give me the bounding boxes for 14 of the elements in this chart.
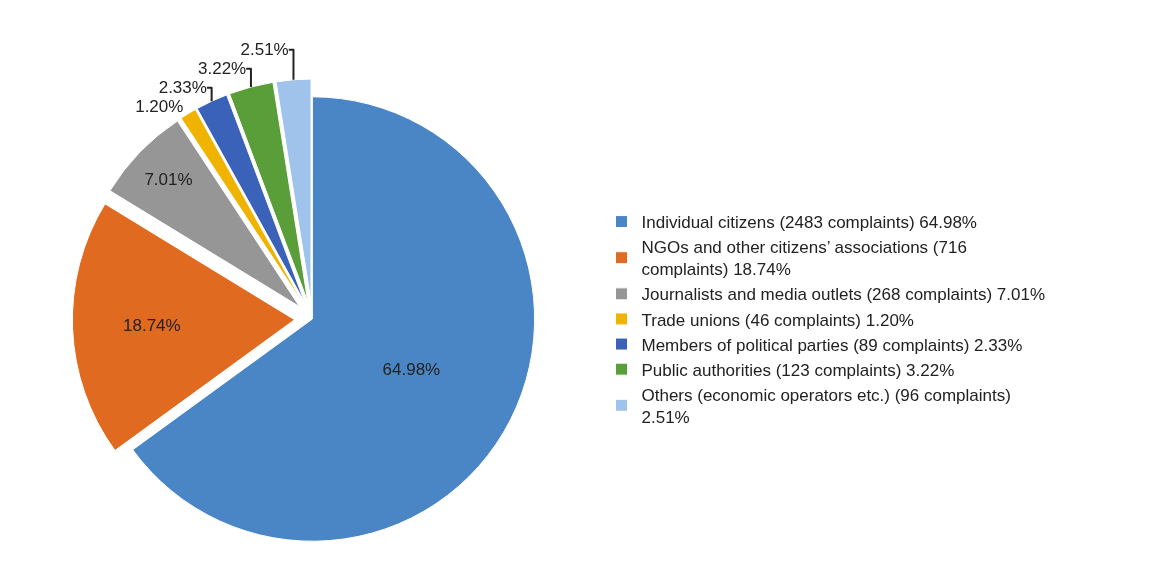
legend-label: Individual citizens (2483 complaints) 64.98% xyxy=(641,213,977,233)
legend-label: Others (economic operators etc.) (96 complaints) 2.51% xyxy=(641,385,1011,427)
data-label: 2.51% xyxy=(240,40,289,60)
legend-label: NGOs and other citizens’ associations (716 complaints) 18.74% xyxy=(641,238,967,280)
data-label: 1.20% xyxy=(135,97,184,117)
data-label: 7.01% xyxy=(144,170,193,190)
data-label: 3.22% xyxy=(197,59,247,79)
legend-label: Journalists and media outlets (268 complaints) 7.01% xyxy=(641,285,1045,305)
data-label: 64.98% xyxy=(382,359,441,379)
legend-label: Trade unions (46 complaints) 1.20% xyxy=(641,310,914,330)
legend-label: Members of political parties (89 complaints) 2.33% xyxy=(641,335,1023,355)
data-label: 18.74% xyxy=(123,315,181,335)
legend-label: Public authorities (123 complaints) 3.22% xyxy=(641,360,955,380)
data-label: 2.33% xyxy=(158,78,207,98)
